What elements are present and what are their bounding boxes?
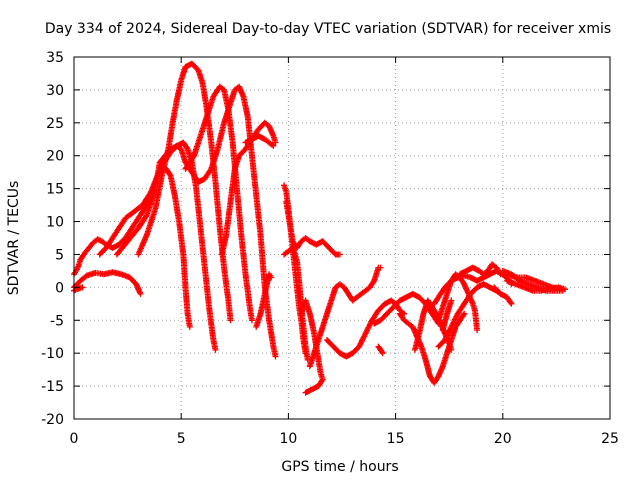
plot-frame	[73, 56, 611, 420]
y-tick-label: -15	[41, 379, 64, 395]
y-tick-label: 15	[46, 182, 64, 198]
series-arc9	[242, 133, 277, 149]
x-tick-label: 0	[70, 431, 79, 447]
data-point-markers	[182, 83, 255, 324]
data-point-markers	[435, 271, 481, 334]
x-tick-label: 25	[601, 431, 619, 447]
data-point-markers	[491, 284, 515, 307]
series-arc25	[456, 261, 504, 278]
y-tick-label: 30	[46, 83, 64, 99]
x-tick-label: 15	[387, 431, 405, 447]
y-tick-label: 20	[46, 149, 64, 165]
series-arc22	[435, 271, 481, 334]
y-tick-label: 35	[46, 50, 64, 66]
data-point-markers	[506, 272, 564, 292]
chart-title: Day 334 of 2024, Sidereal Day-to-day VTE…	[45, 21, 611, 37]
y-tick-label: -20	[41, 412, 64, 428]
x-tick-label: 20	[494, 431, 512, 447]
series-arc26	[491, 284, 515, 307]
data-point-markers	[431, 267, 515, 307]
series-arc18	[375, 343, 386, 357]
series-arc10	[253, 271, 275, 330]
x-tick-label: 10	[279, 431, 297, 447]
series-arc12	[283, 198, 343, 258]
y-tick-label: 0	[55, 280, 64, 296]
x-tick-label: 5	[177, 431, 186, 447]
y-tick-label: -5	[50, 313, 64, 329]
y-tick-label: 5	[55, 247, 64, 263]
data-point-markers	[306, 264, 384, 370]
data-point-markers	[283, 198, 343, 258]
data-point-markers	[242, 133, 277, 149]
y-axis-label: SDTVAR / TECUs	[6, 181, 22, 296]
axis-ticks: 0 5 10 15 20 25 -20 -15 -10 -5 0 5 10 15 20 25 30 35	[41, 50, 619, 447]
y-tick-label: 10	[46, 215, 64, 231]
series-arc15	[306, 264, 384, 370]
data-point-markers	[253, 271, 275, 330]
series-arc8	[218, 119, 279, 258]
data-point-markers	[218, 119, 279, 258]
y-tick-label: -10	[41, 346, 64, 362]
series-arc7	[182, 83, 255, 324]
x-axis-label: GPS time / hours	[281, 459, 398, 475]
data-point-markers	[375, 343, 386, 357]
data-point-markers	[439, 297, 455, 334]
data-points	[71, 60, 568, 396]
data-point-markers	[281, 244, 311, 363]
series-arc29	[506, 272, 564, 292]
series-arc13	[281, 244, 311, 363]
data-point-markers	[456, 261, 504, 278]
series-arc24	[431, 267, 515, 307]
y-tick-label: 25	[46, 116, 64, 132]
series-arc23	[439, 297, 455, 334]
